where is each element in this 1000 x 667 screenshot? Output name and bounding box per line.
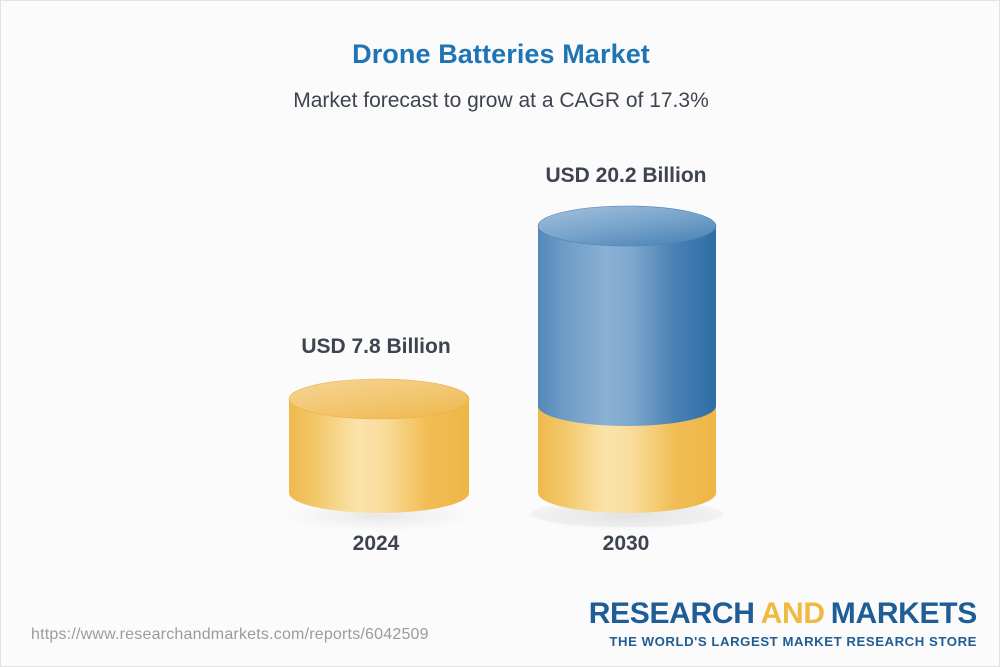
plot-area: USD 7.8 Billion [1,1,1000,601]
chart-canvas: Drone Batteries Market Market forecast t… [0,0,1000,667]
logo-wordmark: RESEARCHANDMARKETS [589,599,977,629]
category-label-2030: 2030 [506,532,746,556]
logo-word-and: AND [761,597,825,630]
research-and-markets-logo[interactable]: RESEARCHANDMARKETS THE WORLD'S LARGEST M… [589,599,977,648]
report-url[interactable]: https://www.researchandmarkets.com/repor… [31,626,429,644]
logo-tagline: THE WORLD'S LARGEST MARKET RESEARCH STOR… [589,635,977,648]
logo-word-markets: MARKETS [831,597,977,630]
value-label-2030: USD 20.2 Billion [506,164,746,188]
cylinder-2030 [520,198,732,548]
cylinder-2024 [271,371,481,551]
category-label-2024: 2024 [256,532,496,556]
value-label-2024: USD 7.8 Billion [256,335,496,359]
logo-word-research: RESEARCH [589,597,755,630]
